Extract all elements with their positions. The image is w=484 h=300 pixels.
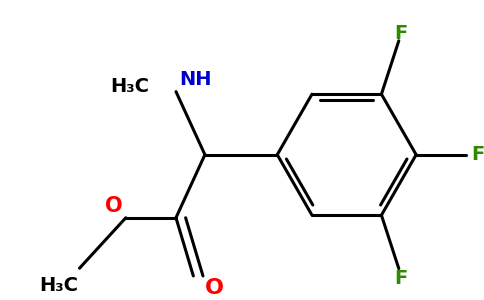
Text: O: O: [205, 278, 224, 298]
Text: NH: NH: [179, 70, 212, 89]
Text: H₃C: H₃C: [110, 77, 149, 96]
Text: F: F: [471, 145, 484, 164]
Text: F: F: [394, 24, 408, 43]
Text: H₃C: H₃C: [39, 276, 78, 295]
Text: O: O: [106, 196, 123, 216]
Text: F: F: [394, 269, 408, 288]
